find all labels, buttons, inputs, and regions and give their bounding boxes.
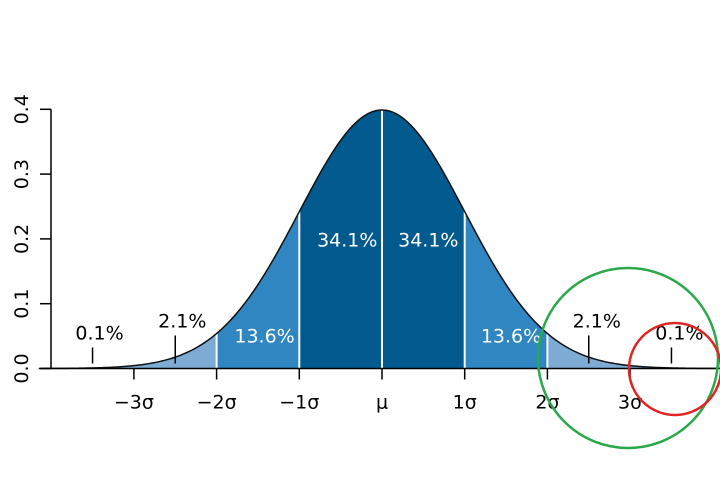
percentage-label: 2.1% [573,311,621,333]
x-tick-label: −1σ [279,392,319,414]
percentage-label: 34.1% [398,230,458,252]
y-tick-label: 0.3 [11,159,33,189]
region-6 [547,333,631,369]
y-tick-label: 0.1 [11,289,33,319]
percentage-label: 0.1% [75,323,123,345]
percentage-label: 34.1% [317,230,377,252]
green-highlight-circle [536,266,720,450]
y-tick-label: 0.4 [11,94,33,124]
percentage-label: 13.6% [481,326,541,348]
red-highlight-circle [627,321,720,417]
percentage-label: 2.1% [158,311,206,333]
x-tick-label: −2σ [197,392,237,414]
x-tick-label: 3σ [618,392,642,414]
x-tick-label: −3σ [114,392,154,414]
percentage-label: 13.6% [234,326,294,348]
region-1 [133,333,217,369]
x-tick-label: μ [376,392,388,414]
density-curve [38,109,720,370]
y-tick-label: 0.0 [11,353,33,383]
x-tick-label: 1σ [453,392,477,414]
y-tick-label: 0.2 [11,224,33,254]
percentage-label: 0.1% [655,323,703,345]
